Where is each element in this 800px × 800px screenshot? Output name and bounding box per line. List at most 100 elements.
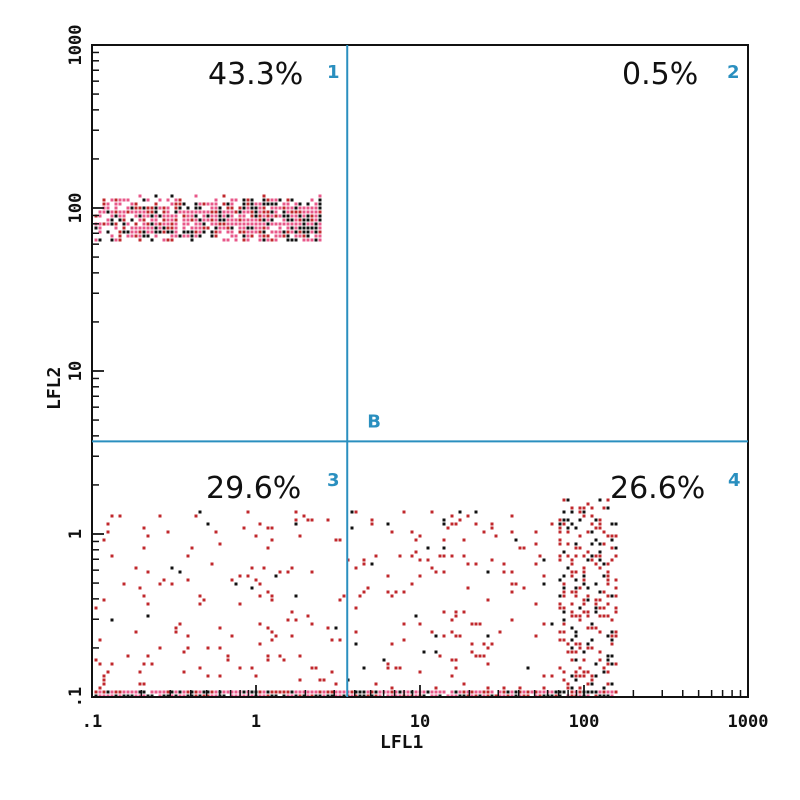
scatter-point — [290, 210, 294, 214]
scatter-point — [350, 526, 354, 530]
scatter-point — [186, 214, 190, 218]
scatter-point — [194, 214, 198, 218]
scatter-point — [190, 226, 194, 230]
scatter-point — [606, 682, 610, 686]
scatter-point — [602, 506, 606, 510]
scatter-point — [178, 206, 182, 210]
scatter-point — [274, 238, 278, 242]
scatter-point — [142, 682, 146, 686]
scatter-point — [586, 502, 590, 506]
scatter-point — [362, 666, 366, 670]
scatter-point — [606, 570, 610, 574]
scatter-point — [114, 202, 118, 206]
scatter-point — [106, 206, 110, 210]
scatter-point — [310, 238, 314, 242]
scatter-point — [262, 226, 266, 230]
scatter-point — [210, 222, 214, 226]
scatter-point — [98, 238, 102, 242]
scatter-point — [370, 562, 374, 566]
scatter-point — [302, 238, 306, 242]
scatter-point — [118, 238, 122, 242]
scatter-point — [226, 218, 230, 222]
scatter-point — [598, 566, 602, 570]
scatter-point — [566, 642, 570, 646]
scatter-point — [154, 690, 158, 694]
scatter-point — [238, 206, 242, 210]
scatter-point — [398, 554, 402, 558]
scatter-point — [402, 638, 406, 642]
scatter-point — [134, 234, 138, 238]
scatter-point — [510, 582, 514, 586]
scatter-point — [262, 566, 266, 570]
scatter-point — [590, 522, 594, 526]
scatter-point — [226, 690, 230, 694]
scatter-point — [226, 202, 230, 206]
scatter-point — [206, 226, 210, 230]
scatter-point — [294, 210, 298, 214]
scatter-point — [230, 690, 234, 694]
scatter-point — [318, 202, 322, 206]
scatter-point — [562, 610, 566, 614]
scatter-point — [174, 214, 178, 218]
scatter-point — [418, 670, 422, 674]
scatter-point — [270, 222, 274, 226]
scatter-point — [138, 226, 142, 230]
scatter-point — [566, 498, 570, 502]
scatter-point — [274, 634, 278, 638]
scatter-point — [298, 210, 302, 214]
scatter-point — [558, 606, 562, 610]
scatter-point — [522, 546, 526, 550]
scatter-point — [314, 206, 318, 210]
scatter-point — [218, 626, 222, 630]
scatter-point — [570, 686, 574, 690]
scatter-point — [330, 690, 334, 694]
scatter-point — [606, 562, 610, 566]
scatter-point — [590, 646, 594, 650]
scatter-point — [218, 210, 222, 214]
scatter-point — [558, 630, 562, 634]
scatter-point — [454, 522, 458, 526]
scatter-point — [194, 514, 198, 518]
scatter-point — [586, 594, 590, 598]
scatter-point — [586, 610, 590, 614]
scatter-point — [614, 578, 618, 582]
scatter-point — [314, 234, 318, 238]
scatter-point — [614, 546, 618, 550]
scatter-point — [186, 222, 190, 226]
scatter-point — [314, 210, 318, 214]
scatter-point — [510, 570, 514, 574]
scatter-point — [190, 238, 194, 242]
scatter-point — [602, 562, 606, 566]
scatter-point — [462, 690, 466, 694]
scatter-point — [138, 230, 142, 234]
scatter-point — [334, 626, 338, 630]
scatter-point — [146, 534, 150, 538]
scatter-point — [598, 554, 602, 558]
scatter-point — [402, 622, 406, 626]
scatter-point — [278, 570, 282, 574]
scatter-point — [338, 638, 342, 642]
scatter-point — [134, 630, 138, 634]
scatter-point — [578, 690, 582, 694]
scatter-point — [122, 214, 126, 218]
scatter-point — [578, 506, 582, 510]
scatter-point — [246, 238, 250, 242]
scatter-point — [98, 638, 102, 642]
scatter-point — [254, 226, 258, 230]
scatter-point — [614, 634, 618, 638]
scatter-point — [450, 514, 454, 518]
scatter-point — [482, 530, 486, 534]
scatter-point — [170, 230, 174, 234]
scatter-point — [410, 530, 414, 534]
scatter-point — [202, 690, 206, 694]
scatter-point — [126, 222, 130, 226]
scatter-point — [190, 210, 194, 214]
scatter-point — [298, 230, 302, 234]
scatter-point — [390, 690, 394, 694]
scatter-point — [290, 214, 294, 218]
scatter-point — [582, 554, 586, 558]
scatter-point — [586, 550, 590, 554]
scatter-point — [194, 690, 198, 694]
scatter-point — [254, 214, 258, 218]
scatter-point — [230, 198, 234, 202]
